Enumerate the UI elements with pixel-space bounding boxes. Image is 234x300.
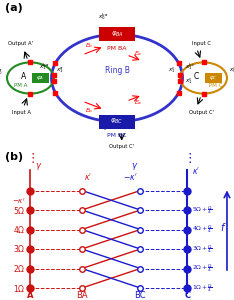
Text: Ring B: Ring B <box>105 66 129 75</box>
Text: $2\Omega+\!\frac{\Omega}{4}$: $2\Omega+\!\frac{\Omega}{4}$ <box>192 262 213 274</box>
Text: $\vdots$: $\vdots$ <box>183 151 192 165</box>
Text: $5\Omega+\!\frac{\Omega}{4}$: $5\Omega+\!\frac{\Omega}{4}$ <box>192 204 213 216</box>
Text: $5\Omega$: $5\Omega$ <box>13 205 26 215</box>
Text: $\kappa^{\prime}$: $\kappa^{\prime}$ <box>84 171 93 182</box>
FancyBboxPatch shape <box>99 27 135 41</box>
Text: $f$: $f$ <box>220 221 227 233</box>
Text: $x_1^c$: $x_1^c$ <box>185 76 193 86</box>
Text: $4\Omega+\!\frac{\Omega}{4}$: $4\Omega+\!\frac{\Omega}{4}$ <box>192 224 213 236</box>
Text: BA: BA <box>76 292 88 300</box>
Text: $x_0^a$: $x_0^a$ <box>0 67 2 77</box>
Text: $E_b$: $E_b$ <box>85 41 93 50</box>
Text: $3\Omega$: $3\Omega$ <box>13 244 26 254</box>
Text: $x_1^{ba}$: $x_1^{ba}$ <box>39 61 49 72</box>
Text: $x_1^a$: $x_1^a$ <box>56 66 64 75</box>
Text: $\varphi_C$: $\varphi_C$ <box>209 74 218 82</box>
Text: (a): (a) <box>5 3 22 13</box>
Text: Output C': Output C' <box>189 110 214 115</box>
Text: $1\Omega+\!\frac{\Omega}{4}$: $1\Omega+\!\frac{\Omega}{4}$ <box>192 282 213 294</box>
Text: Output C': Output C' <box>109 144 134 149</box>
Text: $x_1^{bc}$: $x_1^{bc}$ <box>185 61 195 72</box>
Text: $\kappa^{\prime}$: $\kappa^{\prime}$ <box>192 165 200 176</box>
Text: $E_b$: $E_b$ <box>85 106 93 115</box>
Text: $E_a$: $E_a$ <box>134 49 143 58</box>
Text: $x_0^{ba}$: $x_0^{ba}$ <box>98 12 108 22</box>
Text: $x_0^{bc}$: $x_0^{bc}$ <box>100 122 110 133</box>
Text: $\gamma$: $\gamma$ <box>35 161 42 172</box>
FancyBboxPatch shape <box>32 73 49 83</box>
Text: $E_a$: $E_a$ <box>134 98 143 107</box>
Text: Output A': Output A' <box>8 41 34 46</box>
Text: BC: BC <box>135 292 146 300</box>
Text: $3\Omega+\!\frac{\Omega}{4}$: $3\Omega+\!\frac{\Omega}{4}$ <box>192 243 213 255</box>
Text: $-\kappa^{\prime}$: $-\kappa^{\prime}$ <box>123 171 138 182</box>
Text: $1\Omega$: $1\Omega$ <box>13 283 26 293</box>
Text: $\gamma$: $\gamma$ <box>131 161 138 172</box>
Text: Input C: Input C <box>192 41 211 46</box>
Text: $2\Omega$: $2\Omega$ <box>13 263 26 274</box>
Text: PM C: PM C <box>208 83 222 88</box>
Text: $\vdots$: $\vdots$ <box>26 151 35 165</box>
FancyBboxPatch shape <box>99 115 135 129</box>
Text: $\varphi_{BC}$: $\varphi_{BC}$ <box>110 117 124 126</box>
Text: (b): (b) <box>5 152 23 161</box>
FancyBboxPatch shape <box>205 73 222 83</box>
Text: $\varphi_{BA}$: $\varphi_{BA}$ <box>110 30 124 39</box>
Text: Input A: Input A <box>11 110 31 115</box>
Text: PM A: PM A <box>14 83 28 88</box>
Text: C: C <box>184 292 190 300</box>
Text: $\varphi_A$: $\varphi_A$ <box>36 74 44 82</box>
Text: $x_0^c$: $x_0^c$ <box>229 66 234 75</box>
Text: A: A <box>21 72 26 81</box>
Text: A: A <box>27 292 34 300</box>
Text: $-\kappa^{\prime}$: $-\kappa^{\prime}$ <box>12 196 26 206</box>
Text: PM BA: PM BA <box>107 46 127 51</box>
Text: C: C <box>194 72 199 81</box>
Text: PM BC: PM BC <box>107 133 127 138</box>
Text: $x_1^c$: $x_1^c$ <box>168 66 176 75</box>
Text: $4\Omega$: $4\Omega$ <box>13 224 26 235</box>
